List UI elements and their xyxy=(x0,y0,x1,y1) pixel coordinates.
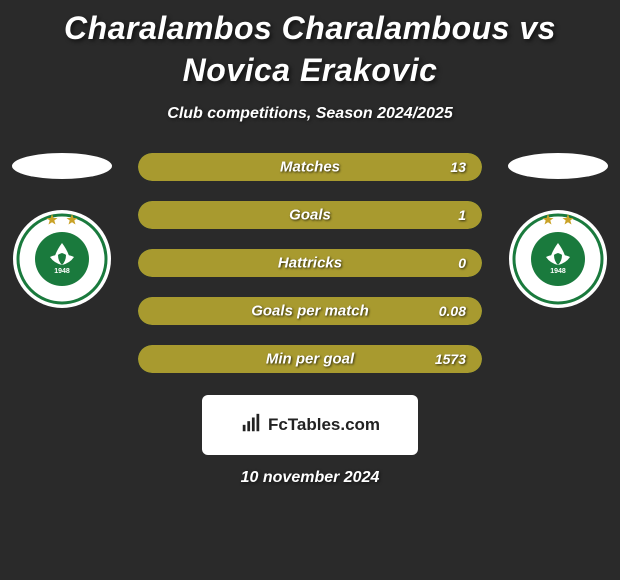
player-left-column: 1948 xyxy=(8,153,116,309)
comparison-area: 1948 Matches 13 Goals 1 Hattricks 0 Goals per … xyxy=(0,153,620,373)
bar-right-value: 13 xyxy=(450,159,466,175)
bar-right-value: 0 xyxy=(458,255,466,271)
stat-bars: Matches 13 Goals 1 Hattricks 0 Goals per match… xyxy=(116,153,504,373)
brand-text: FcTables.com xyxy=(268,415,380,435)
player-left-flag xyxy=(12,153,112,179)
page-title: Charalambos Charalambous vs Novica Erako… xyxy=(0,8,620,91)
chart-icon xyxy=(240,412,262,439)
stat-bar: Matches 13 xyxy=(138,153,482,181)
player-right-club-logo: 1948 xyxy=(508,209,608,309)
bar-label: Goals per match xyxy=(251,303,369,320)
bar-label: Hattricks xyxy=(278,255,342,272)
player-right-column: 1948 xyxy=(504,153,612,309)
bar-label: Matches xyxy=(280,159,340,176)
bar-right-value: 1 xyxy=(458,207,466,223)
svg-text:1948: 1948 xyxy=(550,268,566,275)
stat-bar: Goals per match 0.08 xyxy=(138,297,482,325)
bar-right-value: 1573 xyxy=(435,351,466,367)
subtitle: Club competitions, Season 2024/2025 xyxy=(167,105,452,123)
player-right-flag xyxy=(508,153,608,179)
stats-card: Charalambos Charalambous vs Novica Erako… xyxy=(0,0,620,487)
stat-bar: Goals 1 xyxy=(138,201,482,229)
player-left-club-logo: 1948 xyxy=(12,209,112,309)
bar-label: Min per goal xyxy=(266,351,354,368)
svg-text:1948: 1948 xyxy=(54,268,70,275)
bar-right-value: 0.08 xyxy=(439,303,466,319)
stat-bar: Hattricks 0 xyxy=(138,249,482,277)
date-label: 10 november 2024 xyxy=(241,469,380,487)
stat-bar: Min per goal 1573 xyxy=(138,345,482,373)
brand-badge: FcTables.com xyxy=(202,395,418,455)
bar-label: Goals xyxy=(289,207,331,224)
